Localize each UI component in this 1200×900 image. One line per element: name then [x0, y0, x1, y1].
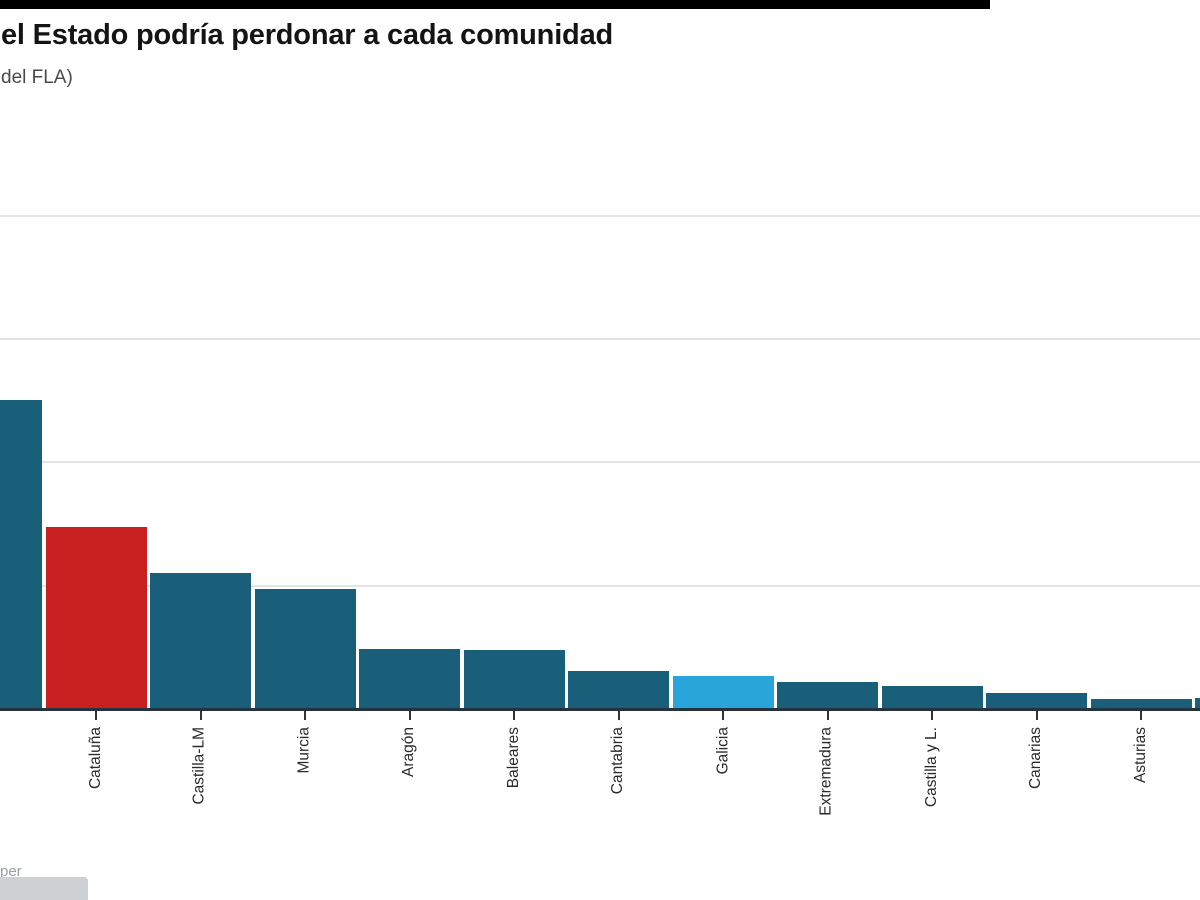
x-axis-label-baleares: Baleares [505, 727, 522, 789]
gridline [0, 215, 1200, 217]
x-axis-label-asturias: Asturias [1132, 727, 1149, 783]
bar-murcia[interactable] [254, 589, 356, 709]
axis-tick [827, 711, 829, 720]
axis-tick [1140, 711, 1142, 720]
axis-tick [409, 711, 411, 720]
chart-subtitle: del FLA) [1, 67, 73, 88]
bar-catalu-a[interactable] [45, 527, 147, 709]
x-axis-label-murcia: Murcia [296, 727, 313, 774]
axis-tick [95, 711, 97, 720]
x-axis-label-arag-n: Aragón [400, 727, 417, 777]
x-axis-label-extremadura: Extremadura [818, 727, 835, 816]
bar-cut[interactable] [0, 400, 42, 709]
gridline [0, 338, 1200, 340]
bar-galicia[interactable] [672, 676, 774, 709]
x-axis-label-galicia: Galicia [714, 727, 731, 775]
axis-tick [1036, 711, 1038, 720]
bar-canarias[interactable] [986, 693, 1087, 709]
axis-tick [931, 711, 933, 720]
attribution-link-fragment[interactable]: per [0, 863, 22, 880]
gridline [0, 461, 1200, 463]
bar-cut[interactable] [1195, 698, 1200, 709]
x-axis-line [0, 708, 1200, 711]
bar-castilla-y-l[interactable] [881, 686, 983, 709]
x-axis-label-castilla-y-l: Castilla y L. [923, 727, 940, 808]
axis-tick [618, 711, 620, 720]
gridline [0, 585, 1200, 587]
x-axis-label-castilla-lm: Castilla-LM [191, 727, 208, 805]
axis-tick [722, 711, 724, 720]
bar-arag-n[interactable] [359, 649, 460, 709]
bar-extremadura[interactable] [777, 682, 878, 709]
cropped-bottom-left-box [0, 877, 88, 900]
bar-castilla-lm[interactable] [150, 573, 251, 709]
x-axis-label-canarias: Canarias [1027, 727, 1044, 790]
axis-tick [200, 711, 202, 720]
x-axis-label-catalu-a: Cataluña [87, 727, 104, 790]
bar-asturias[interactable] [1090, 699, 1192, 709]
chart-title: el Estado podría perdonar a cada comunid… [1, 19, 614, 51]
axis-tick [513, 711, 515, 720]
x-axis-label-cantabria: Cantabria [609, 727, 626, 795]
bar-cantabria[interactable] [568, 671, 669, 709]
cropped-top-black-bar [0, 0, 990, 9]
bar-baleares[interactable] [463, 650, 565, 709]
axis-tick [304, 711, 306, 720]
